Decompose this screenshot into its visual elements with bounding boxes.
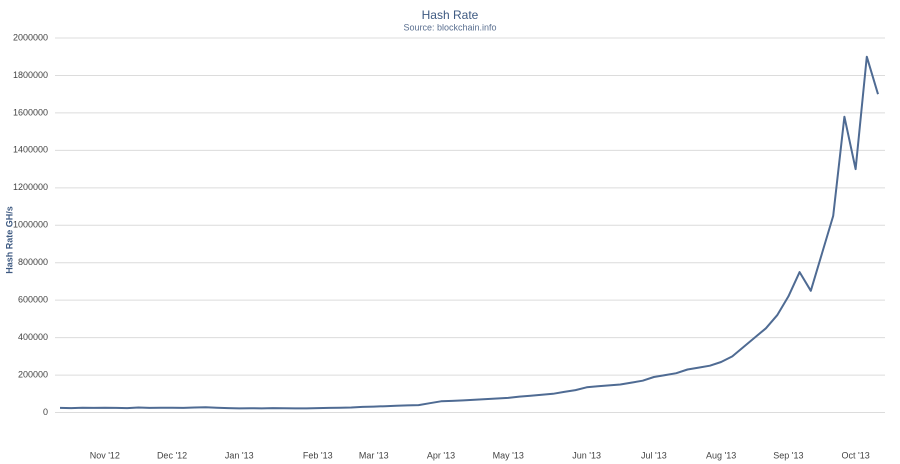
x-tick-label: Mar '13: [359, 450, 389, 460]
x-tick-label: Apr '13: [427, 450, 455, 460]
y-tick-label: 1000000: [13, 220, 48, 230]
x-tick-label: Aug '13: [706, 450, 736, 460]
y-tick-label: 200000: [18, 369, 48, 379]
y-axis-label: Hash Rate GH/s: [4, 206, 14, 274]
y-tick-label: 800000: [18, 257, 48, 267]
x-tick-label: Jun '13: [572, 450, 601, 460]
chart-title: Hash Rate: [422, 8, 479, 22]
y-tick-label: 1400000: [13, 145, 48, 155]
x-tick-label: Feb '13: [303, 450, 333, 460]
x-tick-label: Oct '13: [841, 450, 869, 460]
x-tick-label: Sep '13: [773, 450, 803, 460]
y-tick-label: 0: [43, 407, 48, 417]
x-tick-label: Dec '12: [157, 450, 187, 460]
series-line: [59, 55, 879, 410]
y-tick-label: 1800000: [13, 70, 48, 80]
y-tick-label: 400000: [18, 332, 48, 342]
x-tick-label: May '13: [493, 450, 524, 460]
x-tick-label: Nov '12: [90, 450, 120, 460]
x-tick-label: Jan '13: [225, 450, 254, 460]
y-tick-label: 1600000: [13, 107, 48, 117]
x-tick-label: Jul '13: [641, 450, 667, 460]
y-tick-label: 600000: [18, 295, 48, 305]
y-tick-label: 1200000: [13, 182, 48, 192]
chart-subtitle: Source: blockchain.info: [403, 22, 496, 32]
y-tick-label: 2000000: [13, 32, 48, 42]
